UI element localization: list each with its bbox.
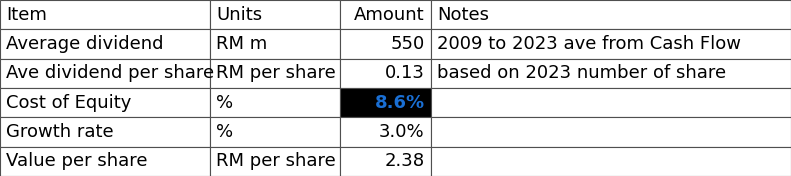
Bar — [0, 0, 210, 29]
Bar — [340, 29, 431, 59]
Text: Cost of Equity: Cost of Equity — [6, 94, 132, 112]
Text: %: % — [216, 94, 233, 112]
Text: 3.0%: 3.0% — [379, 123, 425, 141]
Text: Units: Units — [216, 6, 262, 24]
Bar — [0, 147, 210, 176]
Bar — [210, 88, 340, 117]
Bar — [340, 147, 431, 176]
Bar — [431, 29, 791, 59]
Bar — [0, 59, 210, 88]
Text: Ave dividend per share: Ave dividend per share — [6, 64, 214, 82]
Text: 2009 to 2023 ave from Cash Flow: 2009 to 2023 ave from Cash Flow — [437, 35, 741, 53]
Bar — [340, 0, 431, 29]
Text: Notes: Notes — [437, 6, 490, 24]
Text: Average dividend: Average dividend — [6, 35, 164, 53]
Bar — [0, 117, 210, 147]
Text: 2.38: 2.38 — [384, 152, 425, 170]
Text: based on 2023 number of share: based on 2023 number of share — [437, 64, 727, 82]
Bar — [431, 117, 791, 147]
Bar — [431, 0, 791, 29]
Bar — [340, 117, 431, 147]
Text: RM per share: RM per share — [216, 64, 335, 82]
Text: 8.6%: 8.6% — [375, 94, 425, 112]
Text: Value per share: Value per share — [6, 152, 148, 170]
Bar — [210, 59, 340, 88]
Bar — [0, 29, 210, 59]
Text: 0.13: 0.13 — [385, 64, 425, 82]
Bar — [210, 147, 340, 176]
Text: 550: 550 — [391, 35, 425, 53]
Bar — [431, 59, 791, 88]
Bar — [210, 0, 340, 29]
Bar — [431, 88, 791, 117]
Bar — [431, 147, 791, 176]
Bar — [210, 29, 340, 59]
Text: Growth rate: Growth rate — [6, 123, 114, 141]
Text: RM m: RM m — [216, 35, 267, 53]
Bar — [210, 117, 340, 147]
Bar — [340, 59, 431, 88]
Bar — [0, 88, 210, 117]
Text: %: % — [216, 123, 233, 141]
Text: RM per share: RM per share — [216, 152, 335, 170]
Text: Amount: Amount — [354, 6, 425, 24]
Text: Item: Item — [6, 6, 47, 24]
Bar — [340, 88, 431, 117]
